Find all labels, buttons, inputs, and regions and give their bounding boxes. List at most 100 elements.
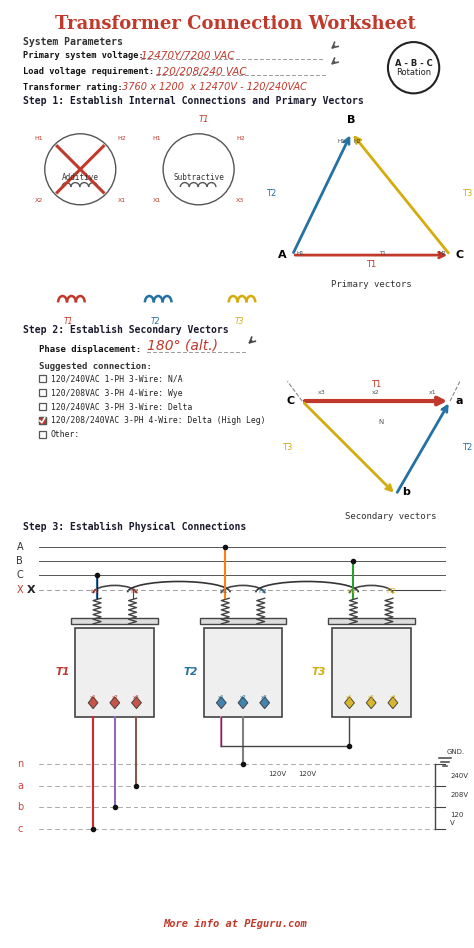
Text: 120/240VAC 1-PH 3-Wire: N/A: 120/240VAC 1-PH 3-Wire: N/A	[51, 374, 182, 384]
Polygon shape	[260, 697, 270, 709]
Text: 3760 x 1200  x 12470V - 120/240VAC: 3760 x 1200 x 12470V - 120/240VAC	[122, 82, 307, 93]
Text: N: N	[378, 419, 383, 425]
Text: 120/208VAC 3-PH 4-Wire: Wye: 120/208VAC 3-PH 4-Wire: Wye	[51, 389, 182, 397]
Polygon shape	[110, 697, 120, 709]
Text: c: c	[18, 824, 23, 834]
Text: B: B	[16, 556, 23, 566]
Text: x2: x2	[372, 391, 380, 395]
Text: T1: T1	[55, 667, 69, 677]
FancyBboxPatch shape	[39, 403, 46, 410]
Polygon shape	[345, 697, 355, 709]
Text: Suggested connection:: Suggested connection:	[39, 362, 152, 371]
Text: Rotation: Rotation	[396, 68, 431, 77]
Text: 120V: 120V	[268, 771, 287, 776]
Text: 180° (alt.): 180° (alt.)	[147, 338, 219, 353]
Text: n: n	[17, 759, 23, 769]
Text: H1: H1	[34, 136, 43, 140]
Text: H1: H1	[153, 136, 161, 140]
Text: x1: x1	[428, 391, 436, 395]
Text: C: C	[286, 396, 294, 406]
Text: H2: H2	[118, 136, 127, 140]
Text: 120/208/240VAC 3-PH 4-Wire: Delta (High Leg): 120/208/240VAC 3-PH 4-Wire: Delta (High …	[51, 416, 265, 426]
Text: T3: T3	[462, 190, 472, 198]
FancyBboxPatch shape	[328, 618, 415, 624]
Text: Subtractive: Subtractive	[173, 173, 224, 182]
Text: 120: 120	[450, 812, 464, 818]
Text: X2: X2	[35, 198, 43, 203]
Text: GND.: GND.	[447, 749, 465, 756]
Text: C: C	[456, 250, 464, 260]
Text: X3: X3	[236, 198, 244, 203]
FancyBboxPatch shape	[39, 430, 46, 438]
Text: Step 1: Establish Internal Connections and Primary Vectors: Step 1: Establish Internal Connections a…	[23, 97, 364, 106]
Text: a: a	[17, 780, 23, 791]
Text: x3: x3	[261, 695, 268, 700]
Text: H2: H2	[354, 138, 361, 144]
Text: T1: T1	[198, 115, 209, 124]
Text: Primary system voltage:: Primary system voltage:	[23, 51, 144, 61]
Text: x3: x3	[390, 695, 396, 700]
Text: x1: x1	[218, 695, 225, 700]
Text: A: A	[17, 542, 23, 552]
Text: H1: H1	[338, 138, 346, 144]
Text: T1: T1	[371, 380, 381, 390]
Text: X: X	[27, 585, 35, 595]
Polygon shape	[388, 697, 398, 709]
Text: A: A	[278, 250, 286, 260]
Text: Primary vectors: Primary vectors	[331, 281, 411, 289]
Text: x3: x3	[133, 695, 140, 700]
Text: H1: H1	[347, 590, 356, 594]
Polygon shape	[238, 697, 248, 709]
Text: H1: H1	[219, 590, 228, 594]
Text: System Parameters: System Parameters	[23, 37, 123, 47]
Text: Secondary vectors: Secondary vectors	[345, 512, 437, 520]
FancyBboxPatch shape	[75, 628, 154, 717]
Text: 240V: 240V	[450, 773, 468, 778]
Text: T2: T2	[266, 190, 276, 198]
Text: Other:: Other:	[51, 430, 80, 439]
Text: More info at PEguru.com: More info at PEguru.com	[163, 919, 307, 929]
FancyBboxPatch shape	[203, 628, 283, 717]
Text: x1: x1	[346, 695, 353, 700]
FancyBboxPatch shape	[39, 375, 46, 382]
Text: 120/240VAC 3-PH 3-Wire: Delta: 120/240VAC 3-PH 3-Wire: Delta	[51, 403, 192, 411]
Text: C: C	[16, 570, 23, 579]
FancyBboxPatch shape	[332, 628, 410, 717]
Text: H2: H2	[130, 590, 139, 594]
Text: T2: T2	[150, 318, 160, 326]
FancyBboxPatch shape	[39, 417, 46, 424]
Text: T2: T2	[462, 443, 472, 452]
Text: Step 2: Establish Secondary Vectors: Step 2: Establish Secondary Vectors	[23, 325, 229, 335]
Polygon shape	[132, 697, 141, 709]
FancyBboxPatch shape	[200, 618, 286, 624]
Text: 12470Y/7200 VAC: 12470Y/7200 VAC	[141, 51, 235, 61]
Text: X1: X1	[153, 198, 161, 203]
Text: Phase displacement:: Phase displacement:	[39, 345, 141, 355]
Text: T1: T1	[366, 260, 376, 269]
Text: T1: T1	[379, 251, 386, 256]
Text: Step 3: Establish Physical Connections: Step 3: Establish Physical Connections	[23, 522, 246, 532]
FancyBboxPatch shape	[72, 618, 158, 624]
Text: a: a	[456, 396, 464, 406]
Text: x1: x1	[90, 695, 97, 700]
Text: H2: H2	[236, 136, 245, 140]
Text: x2: x2	[111, 695, 118, 700]
Text: 120V: 120V	[298, 771, 316, 776]
Text: H2: H2	[438, 251, 446, 256]
Text: x2: x2	[368, 695, 374, 700]
Polygon shape	[88, 697, 98, 709]
Text: T3: T3	[282, 443, 292, 452]
Text: T1: T1	[64, 318, 73, 326]
Text: x3: x3	[318, 391, 326, 395]
Text: H1: H1	[296, 251, 304, 256]
Text: Additive: Additive	[62, 173, 99, 182]
Text: H1: H1	[91, 590, 100, 594]
Text: X1: X1	[118, 198, 126, 203]
Text: Transformer rating:: Transformer rating:	[23, 82, 123, 92]
Text: b: b	[402, 486, 410, 497]
Text: 208V: 208V	[450, 793, 468, 798]
Text: T3: T3	[311, 667, 326, 677]
Text: X: X	[17, 585, 23, 595]
Text: Load voltage requirement:: Load voltage requirement:	[23, 67, 155, 76]
Text: Transformer Connection Worksheet: Transformer Connection Worksheet	[55, 15, 416, 33]
